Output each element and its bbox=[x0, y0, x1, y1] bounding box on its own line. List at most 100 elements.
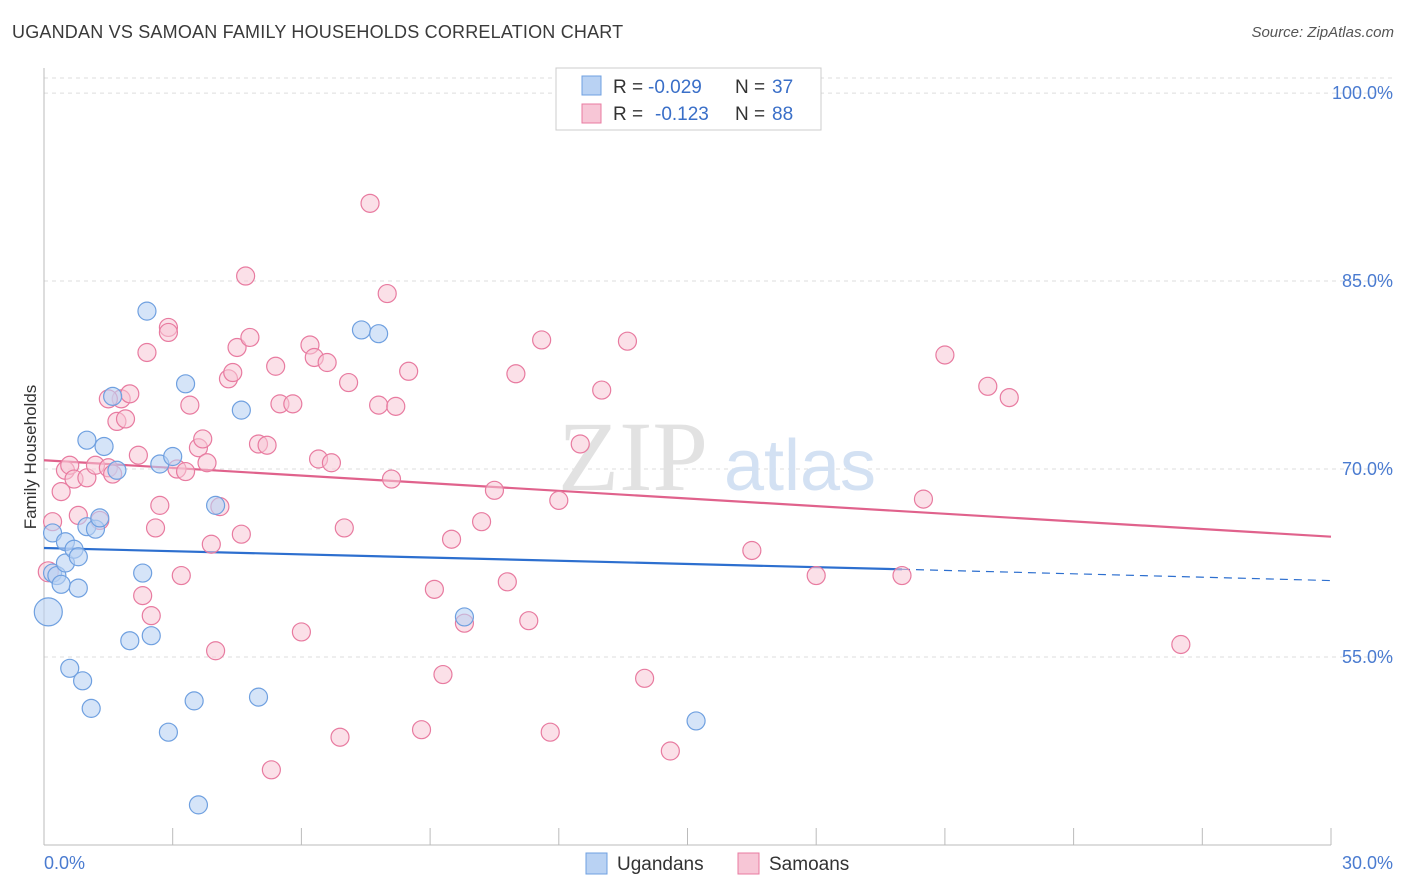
ugandan-point-0 bbox=[33, 597, 63, 627]
ugandans-points bbox=[33, 301, 706, 815]
ugandan-point-19 bbox=[103, 386, 123, 406]
samoan-point-74 bbox=[617, 331, 638, 351]
source-label: Source: ZipAtlas.com bbox=[1251, 24, 1394, 41]
ugandan-point-28 bbox=[158, 722, 179, 742]
samoan-point-25 bbox=[180, 395, 200, 415]
legend-r-label-2: R = bbox=[613, 104, 643, 125]
samoan-point-56 bbox=[381, 469, 402, 489]
samoan-point-2 bbox=[51, 481, 71, 502]
samoan-point-43 bbox=[283, 394, 303, 414]
ugandan-point-25 bbox=[163, 446, 183, 467]
samoan-point-73 bbox=[592, 380, 612, 400]
samoan-point-67 bbox=[506, 364, 526, 384]
legend-n-value-2: 88 bbox=[772, 104, 793, 125]
gridlines bbox=[44, 77, 1393, 658]
ugandan-point-29 bbox=[188, 795, 209, 815]
x-ticks bbox=[43, 828, 1332, 845]
samoan-point-78 bbox=[806, 565, 826, 586]
ugandan-point-27 bbox=[184, 691, 204, 711]
watermark-zip: ZIP bbox=[558, 401, 708, 512]
legend-n-value-1: 37 bbox=[772, 77, 793, 98]
bottom-legend-swatch-ugandans bbox=[585, 852, 608, 875]
y-tick-label-100: 100.0% bbox=[1332, 83, 1393, 103]
legend-r-label-1: R = bbox=[613, 77, 643, 98]
samoan-point-51 bbox=[334, 518, 354, 538]
y-tick-labels: 55.0% 70.0% 85.0% 100.0% bbox=[1332, 83, 1393, 667]
y-tick-label-85: 85.0% bbox=[1342, 271, 1393, 291]
trend-line-ugandans bbox=[43, 546, 903, 571]
samoan-point-84 bbox=[1171, 634, 1191, 655]
samoan-point-66 bbox=[497, 572, 517, 592]
ugandan-point-32 bbox=[248, 687, 269, 707]
samoan-point-62 bbox=[441, 529, 462, 549]
ugandan-point-17 bbox=[94, 436, 114, 457]
x-tick-label-max: 30.0% bbox=[1342, 853, 1393, 873]
samoan-point-81 bbox=[935, 345, 955, 365]
samoan-point-61 bbox=[433, 664, 453, 685]
samoan-point-86 bbox=[175, 461, 196, 482]
ugandan-point-20 bbox=[120, 631, 140, 651]
samoan-point-30 bbox=[206, 641, 226, 661]
samoan-point-70 bbox=[540, 722, 560, 742]
samoan-point-64 bbox=[471, 512, 492, 532]
chart-title: UGANDAN VS SAMOAN FAMILY HOUSEHOLDS CORR… bbox=[12, 22, 624, 42]
samoan-point-44 bbox=[291, 622, 311, 642]
bottom-legend: Ugandans Samoans bbox=[585, 852, 849, 875]
watermark-atlas: atlas bbox=[724, 426, 876, 506]
samoan-point-18 bbox=[137, 342, 157, 363]
samoan-point-20 bbox=[145, 518, 166, 538]
bottom-legend-samoans: Samoans bbox=[769, 854, 849, 875]
ugandan-point-33 bbox=[351, 320, 372, 340]
ugandan-point-36 bbox=[686, 711, 706, 731]
samoan-point-68 bbox=[519, 611, 539, 631]
samoan-point-82 bbox=[978, 376, 998, 396]
samoan-point-50 bbox=[330, 727, 350, 747]
samoan-point-72 bbox=[570, 434, 590, 454]
legend-box: R = -0.029 N = 37 R = -0.123 N = 88 bbox=[555, 67, 822, 131]
bottom-legend-swatch-samoans bbox=[737, 852, 760, 875]
samoan-point-83 bbox=[999, 387, 1019, 408]
samoan-point-48 bbox=[317, 352, 337, 373]
ugandan-point-22 bbox=[141, 626, 161, 646]
ugandan-point-21 bbox=[133, 563, 153, 583]
samoan-point-19 bbox=[141, 606, 161, 626]
ugandan-point-11 bbox=[73, 671, 93, 691]
ugandan-point-8 bbox=[68, 547, 88, 567]
trend-line-ugandans-extension bbox=[901, 568, 1332, 582]
samoan-point-69 bbox=[532, 330, 552, 350]
samoan-point-65 bbox=[484, 480, 505, 500]
samoan-point-34 bbox=[227, 337, 247, 358]
legend-n-label-1: N = bbox=[735, 77, 765, 98]
samoan-point-60 bbox=[424, 579, 444, 599]
samoan-point-79 bbox=[913, 489, 934, 509]
ugandan-point-9 bbox=[68, 578, 88, 598]
samoan-point-54 bbox=[369, 395, 389, 415]
ugandan-point-12 bbox=[81, 698, 101, 718]
y-axis-label: Family Households bbox=[21, 385, 40, 530]
ugandan-point-15 bbox=[90, 508, 110, 528]
samoan-point-35 bbox=[231, 524, 251, 544]
ugandan-point-30 bbox=[206, 495, 226, 515]
legend-swatch-ugandans bbox=[581, 75, 602, 96]
samoan-point-28 bbox=[197, 453, 217, 473]
legend-swatch-samoans bbox=[581, 103, 602, 124]
samoan-point-41 bbox=[266, 356, 286, 376]
samoan-point-24 bbox=[171, 565, 191, 586]
samoan-point-75 bbox=[634, 668, 655, 688]
samoan-point-55 bbox=[377, 283, 397, 304]
ugandan-point-26 bbox=[175, 374, 196, 394]
samoan-point-40 bbox=[261, 760, 281, 780]
samoan-point-76 bbox=[660, 741, 680, 761]
y-tick-label-70: 70.0% bbox=[1342, 459, 1393, 479]
samoan-point-80 bbox=[892, 565, 912, 586]
samoan-point-71 bbox=[549, 490, 569, 510]
samoan-point-59 bbox=[411, 720, 432, 740]
legend-r-value-1: -0.029 bbox=[648, 77, 702, 98]
samoan-point-57 bbox=[386, 396, 406, 416]
legend-r-value-2: -0.123 bbox=[655, 104, 709, 125]
x-tick-label-min: 0.0% bbox=[44, 853, 85, 873]
samoan-point-39 bbox=[257, 435, 277, 455]
samoan-point-37 bbox=[240, 327, 260, 348]
samoan-point-87 bbox=[158, 322, 179, 343]
